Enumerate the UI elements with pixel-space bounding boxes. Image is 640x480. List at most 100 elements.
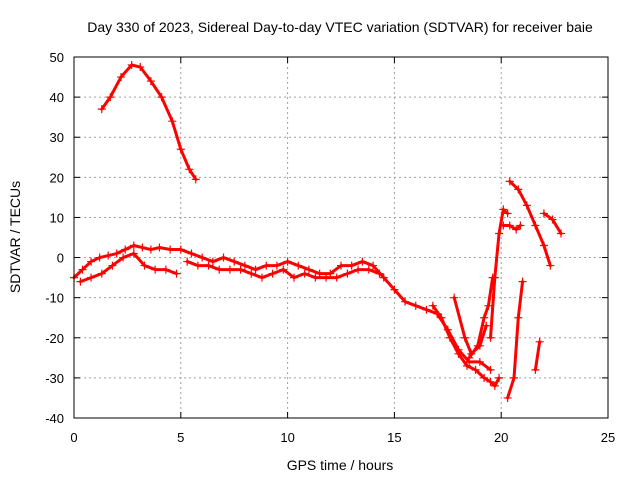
data-point [475,341,484,350]
data-point [343,269,352,278]
series-layer [70,61,566,402]
data-point [503,209,512,218]
series-arc-mid [450,293,491,358]
series-line [431,304,501,388]
data-point [510,373,519,382]
data-point [138,243,147,252]
y-tick-label: -20 [45,331,64,346]
data-point [119,253,128,262]
data-point [185,165,194,174]
series-arc-fall [505,177,555,270]
x-tick-label: 25 [601,430,615,445]
data-point [445,333,454,342]
series-line [501,223,522,231]
data-point [495,373,504,382]
data-point [251,265,260,274]
series-line [533,340,542,372]
data-point [104,251,113,260]
series-arc-peak [97,61,200,184]
data-point [268,269,277,278]
series-line [506,280,525,400]
data-point [146,77,155,86]
series-arc-base-b [76,249,181,286]
data-point [450,293,459,302]
ticks-layer: 0 5 10 15 20 25 -40 -30 -20 -10 0 10 20 30 40 50 [45,50,615,445]
data-point [294,261,303,270]
data-point [422,305,431,314]
series-arc-dip [428,301,504,390]
y-tick-label: 10 [50,210,64,225]
x-tick-label: 20 [494,430,508,445]
data-point [379,273,388,282]
data-point [225,265,234,274]
data-point [140,261,149,270]
data-point [490,381,499,390]
data-point [486,365,495,374]
data-point [121,245,130,254]
data-point [193,261,202,270]
data-point [486,333,495,342]
data-point [467,349,476,358]
data-point [236,265,245,274]
data-point [204,261,213,270]
data-point [257,273,266,282]
y-tick-label: 50 [50,50,64,65]
data-point [454,349,463,358]
data-point [347,261,356,270]
chart-title: Day 330 of 2023, Sidereal Day-to-day VTE… [87,19,593,35]
data-point [375,269,384,278]
data-point [484,301,493,310]
data-point [480,313,489,322]
series-line [100,63,198,181]
data-point [176,245,185,254]
data-point [531,221,540,230]
data-point [503,393,512,402]
data-point [411,301,420,310]
x-tick-label: 0 [70,430,77,445]
data-point [129,249,138,258]
data-point [369,261,378,270]
data-point [322,273,331,282]
data-point [290,273,299,282]
data-point [78,265,87,274]
series-line [508,179,552,268]
series-arc-right [539,209,566,238]
series-arc-rise-a [486,205,512,342]
data-point [198,253,207,262]
data-point [437,313,446,322]
data-point [495,229,504,238]
data-point [535,337,544,346]
data-point [108,261,117,270]
data-point [247,269,256,278]
data-point [539,241,548,250]
data-point [522,201,531,210]
data-point [283,257,292,266]
series-line [78,252,179,284]
data-point [471,365,480,374]
data-point [95,253,104,262]
data-point [482,321,491,330]
data-point [480,373,489,382]
data-point [465,353,474,362]
data-point [428,301,437,310]
data-point [116,73,125,82]
data-point [358,257,367,266]
data-point [300,269,309,278]
data-point [183,257,192,266]
data-point [531,365,540,374]
data-point [539,209,548,218]
data-point [262,261,271,270]
data-point [146,245,155,254]
x-tick-label: 15 [387,430,401,445]
series-line [72,244,493,372]
x-axis-title: GPS time / hours [287,457,394,473]
data-point [279,265,288,274]
y-tick-label: -40 [45,411,64,426]
data-point [505,177,514,186]
data-point [272,261,281,270]
data-point [151,265,160,274]
data-point [155,243,164,252]
data-point [460,333,469,342]
grid-layer [74,57,608,418]
